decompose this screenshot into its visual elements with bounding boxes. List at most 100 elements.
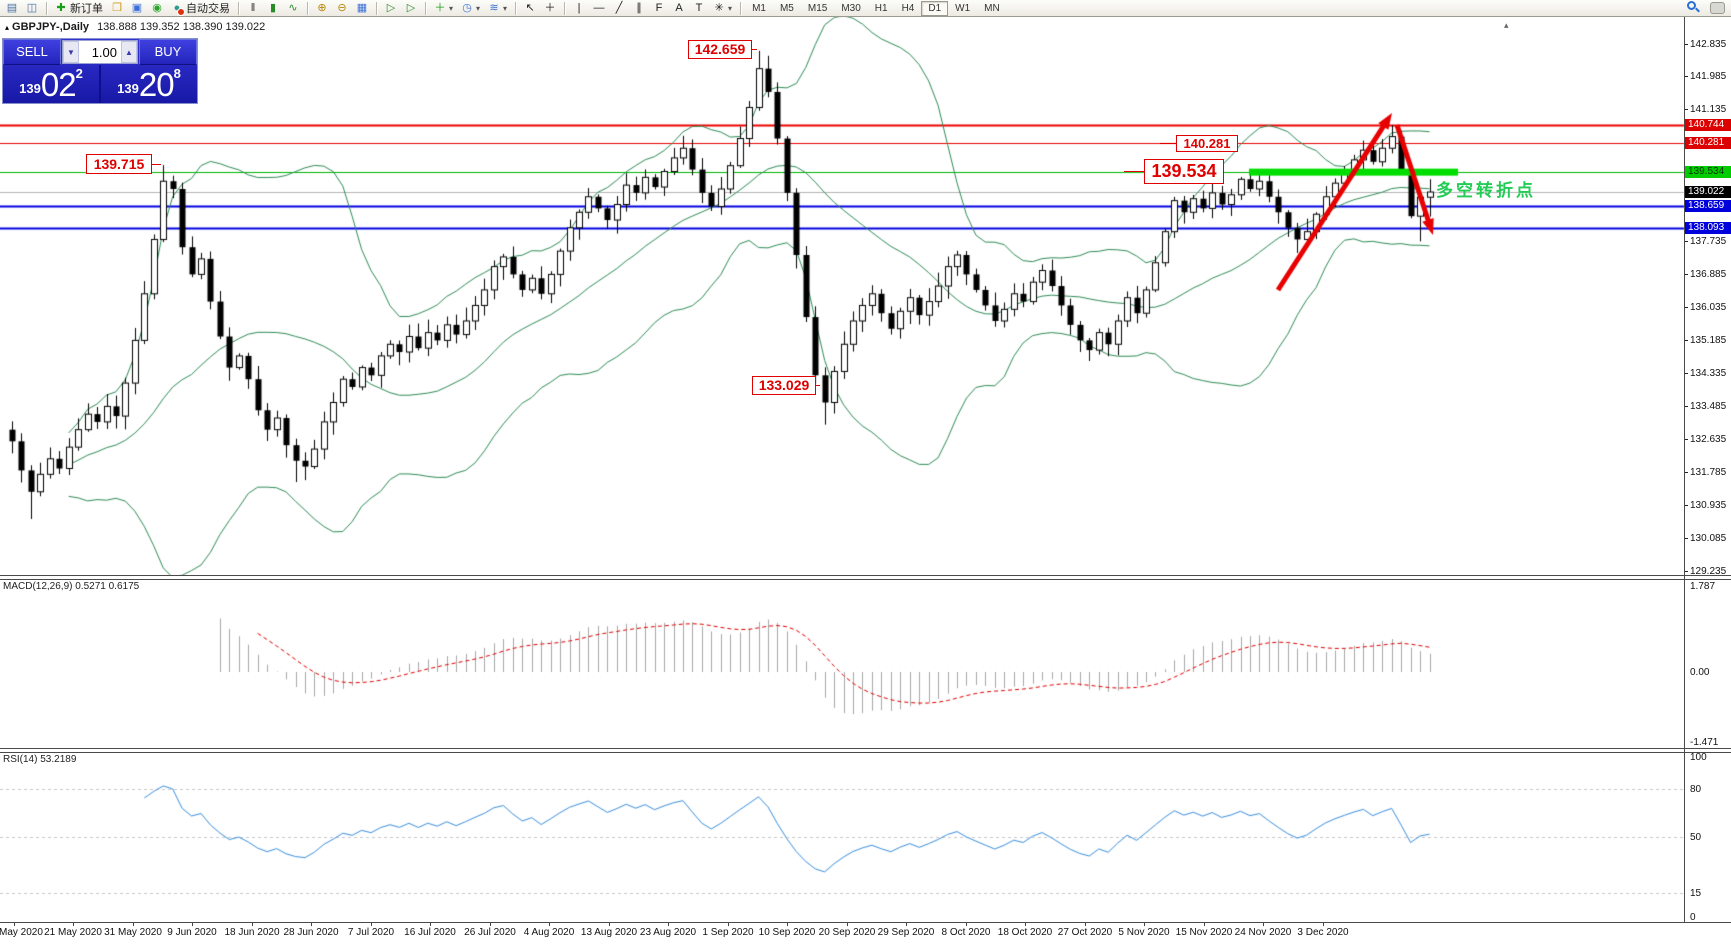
horizontal-line-tool-button[interactable]: — (589, 1, 609, 16)
add-indicator-button[interactable]: ＋ ▾ (430, 1, 457, 16)
vertical-line-tool-button[interactable]: | (569, 1, 589, 16)
price-callout-133.029[interactable]: 133.029 (752, 376, 816, 395)
timeframe-m1-button[interactable]: M1 (752, 2, 766, 14)
step-forward-icon: ▷ (386, 1, 396, 14)
line-chart-mode-button[interactable]: ∿ (283, 1, 303, 16)
sell-price[interactable]: 139 02 2 (3, 65, 101, 103)
arrows-tool-button[interactable]: ✳ ▾ (709, 1, 736, 16)
periods-button[interactable]: ◷ ▾ (457, 1, 484, 16)
timeframe-m30-button[interactable]: M30 (841, 2, 861, 14)
market-watch-button[interactable]: ❒ (107, 1, 127, 16)
candle-chart-mode-button[interactable]: ▮ (263, 1, 283, 16)
cursor-tool-button[interactable]: ↖ (520, 1, 540, 16)
signals-button[interactable]: ◉ (147, 1, 167, 16)
price-callout-139.715[interactable]: 139.715 (86, 154, 152, 174)
notifications-icon[interactable]: 1 (1710, 1, 1725, 14)
sell-button[interactable]: SELL (3, 39, 61, 65)
navigator-button[interactable]: ▣ (127, 1, 147, 16)
date-label: 15 Nov 2020 (1175, 927, 1233, 938)
price-tick-label: 137.735 (1690, 236, 1727, 247)
price-tick-mark (1684, 241, 1688, 242)
chart-shift-marker-icon[interactable]: ▴ (1504, 20, 1509, 30)
text-tool-button[interactable]: A (669, 1, 689, 16)
date-tick-mark (430, 923, 431, 926)
new-order-button[interactable]: ✚ 新订单 (51, 1, 107, 16)
new-order-button-label: 新订单 (70, 3, 103, 15)
price-callout-139.534[interactable]: 139.534 (1144, 159, 1224, 184)
trendline-tool-button[interactable]: ╱ (609, 1, 629, 16)
volume-input[interactable] (79, 41, 121, 63)
buy-price-sup: 8 (173, 66, 181, 81)
price-tick-mark (1684, 340, 1688, 341)
macd-panel-separator[interactable] (0, 575, 1731, 580)
timeframe-m5-button[interactable]: M5 (779, 2, 794, 14)
date-label: 13 Aug 2020 (580, 927, 638, 938)
date-tick-mark (787, 923, 788, 926)
auto-trading-button[interactable]: ● 自动交易 (167, 1, 234, 16)
rsi-axis-label: 15 (1690, 888, 1702, 899)
price-tick-label: 130.935 (1690, 500, 1727, 511)
price-tick-label: 141.985 (1690, 71, 1727, 82)
chevron-down-icon: ▾ (476, 3, 481, 13)
price-tick-label: 142.835 (1690, 39, 1727, 50)
timeframe-mn-button[interactable]: MN (984, 2, 1000, 14)
callout-tie-line (1124, 171, 1144, 172)
volume-increase-button[interactable]: ▲ (121, 41, 137, 63)
rsi-panel-separator[interactable] (0, 748, 1731, 753)
zoom-out-button[interactable]: ⊖ (332, 1, 352, 16)
timeframe-h4-button[interactable]: H4 (901, 2, 915, 14)
periods-icon: ◷ (462, 1, 472, 14)
search-icon[interactable] (1687, 1, 1700, 14)
templates-button[interactable]: ≋ ▾ (484, 1, 511, 16)
volume-decrease-button[interactable]: ▼ (63, 41, 79, 63)
buy-price[interactable]: 139 20 8 (101, 65, 197, 103)
date-label: 7 Jul 2020 (347, 927, 395, 938)
date-label: 24 Nov 2020 (1234, 927, 1292, 938)
crosshair-tool-button[interactable]: ＋ (540, 1, 560, 16)
profiles-button[interactable]: ◫ (22, 1, 42, 16)
rsi-axis-label: 0 (1690, 912, 1696, 923)
date-label: 5 Nov 2020 (1118, 927, 1170, 938)
bar-chart-mode-button[interactable]: ‖ (243, 1, 263, 16)
step-end-button[interactable]: ▷ (401, 1, 421, 16)
price-callout-142.659[interactable]: 142.659 (688, 40, 752, 59)
timeframe-d1-button[interactable]: D1 (921, 0, 949, 16)
price-tick-label: 134.335 (1690, 368, 1727, 379)
market-watch-icon: ❒ (112, 1, 122, 14)
buy-button[interactable]: BUY (139, 39, 197, 65)
chevron-down-icon: ▾ (503, 3, 508, 13)
tile-windows-icon: ▦ (356, 1, 368, 14)
symbol-name: GBPJPY-,Daily (12, 21, 90, 33)
line-chart-mode-icon: ∿ (288, 1, 298, 14)
fibonacci-tool-button[interactable]: F (649, 1, 669, 16)
timeframe-h1-button[interactable]: H1 (874, 2, 888, 14)
toolbar: ▤ ◫ ✚ 新订单 ❒ ▣ ◉ ● 自动交易 ‖ ▮ ∿ ⊕ ⊖ ▦ ▷ ▷ ＋ ▾ ◷ ▾ ≋ ▾ ↖ ＋ | — ╱ ∥ F A T ✳ ▾ … (0, 0, 1731, 17)
step-forward-button[interactable]: ▷ (381, 1, 401, 16)
sell-price-main: 02 (40, 66, 77, 103)
price-tick-mark (1684, 373, 1688, 374)
date-tick-mark (1025, 923, 1026, 926)
date-label: 18 Oct 2020 (997, 927, 1053, 938)
date-axis-border (0, 922, 1731, 923)
expand-arrow-icon[interactable]: ▴ (5, 23, 10, 32)
price-badge-138.093: 138.093 (1685, 222, 1731, 234)
date-tick-mark (73, 923, 74, 926)
price-tick-mark (1684, 571, 1688, 572)
price-tick-mark (1684, 505, 1688, 506)
label-tool-button[interactable]: T (689, 1, 709, 16)
zoom-in-button[interactable]: ⊕ (312, 1, 332, 16)
zoom-in-icon: ⊕ (317, 1, 327, 14)
channel-tool-button[interactable]: ∥ (629, 1, 649, 16)
timeframe-m15-button[interactable]: M15 (807, 2, 828, 14)
price-scale-border (1684, 17, 1685, 923)
annotation-text[interactable]: 多空转折点 (1436, 181, 1536, 200)
tile-windows-button[interactable]: ▦ (352, 1, 372, 16)
timeframe-w1-button[interactable]: W1 (955, 2, 971, 14)
new-chart-button[interactable]: ▤ (2, 1, 22, 16)
date-label: 10 Sep 2020 (758, 927, 816, 938)
price-callout-140.281[interactable]: 140.281 (1176, 135, 1238, 152)
price-badge-140.281: 140.281 (1685, 137, 1731, 149)
